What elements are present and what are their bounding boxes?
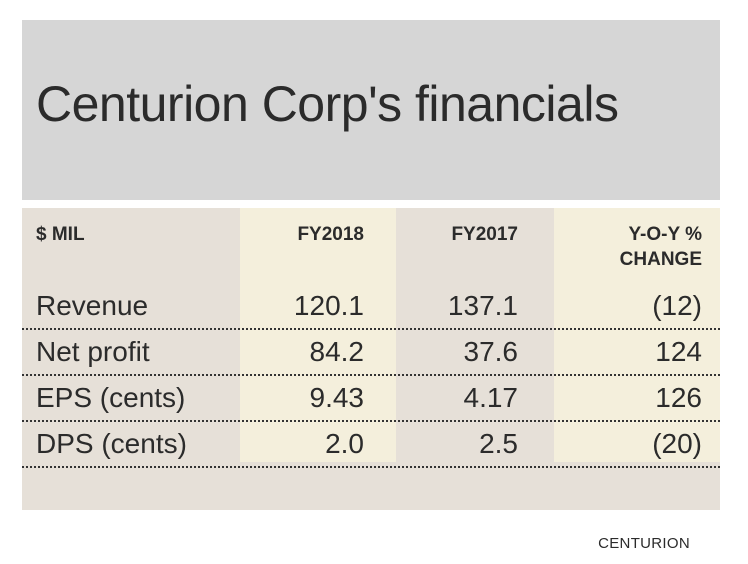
fy2018-value: 120.1 bbox=[293, 290, 364, 321]
fy2017-value: 37.6 bbox=[463, 336, 519, 367]
row-label: EPS (cents) bbox=[36, 382, 186, 413]
row-label: DPS (cents) bbox=[36, 428, 187, 459]
table-row: Revenue 120.1 137.1 (12) bbox=[22, 284, 720, 330]
header-yoy-change: Y-O-Y % CHANGE bbox=[619, 224, 702, 270]
fy2018-column-band bbox=[240, 208, 396, 462]
table-row: Net profit 84.2 37.6 124 bbox=[22, 330, 720, 376]
header-unit: $ MIL bbox=[36, 224, 85, 245]
table-row: EPS (cents) 9.43 4.17 126 bbox=[22, 376, 720, 422]
header-fy2017: FY2017 bbox=[451, 224, 518, 245]
yoy-change-value: 124 bbox=[655, 336, 702, 367]
fy2018-value: 84.2 bbox=[309, 336, 365, 367]
fy2018-value: 2.0 bbox=[325, 428, 364, 459]
yoy-change-value: 126 bbox=[655, 382, 702, 413]
row-label: Net profit bbox=[36, 336, 150, 367]
fy2017-value: 4.17 bbox=[463, 382, 519, 413]
yoy-change-value: (20) bbox=[652, 428, 702, 459]
title-banner: Centurion Corp's financials bbox=[22, 20, 720, 200]
financials-card: Centurion Corp's financials $ MIL FY2018… bbox=[22, 20, 720, 552]
fy2018-value: 9.43 bbox=[309, 382, 365, 413]
yoy-change-value: (12) bbox=[652, 290, 702, 321]
fy2017-value: 137.1 bbox=[447, 290, 518, 321]
table-row: DPS (cents) 2.0 2.5 (20) bbox=[22, 422, 720, 468]
chart-title: Centurion Corp's financials bbox=[36, 76, 619, 132]
source-credit: CENTURION bbox=[598, 535, 690, 552]
fy2017-value: 2.5 bbox=[479, 428, 518, 459]
header-fy2018: FY2018 bbox=[297, 224, 364, 245]
yoy-column-band bbox=[554, 208, 720, 462]
row-label: Revenue bbox=[36, 290, 149, 321]
financials-table: $ MIL FY2018 FY2017 Y-O-Y % CHANGE Revenu… bbox=[22, 208, 720, 510]
